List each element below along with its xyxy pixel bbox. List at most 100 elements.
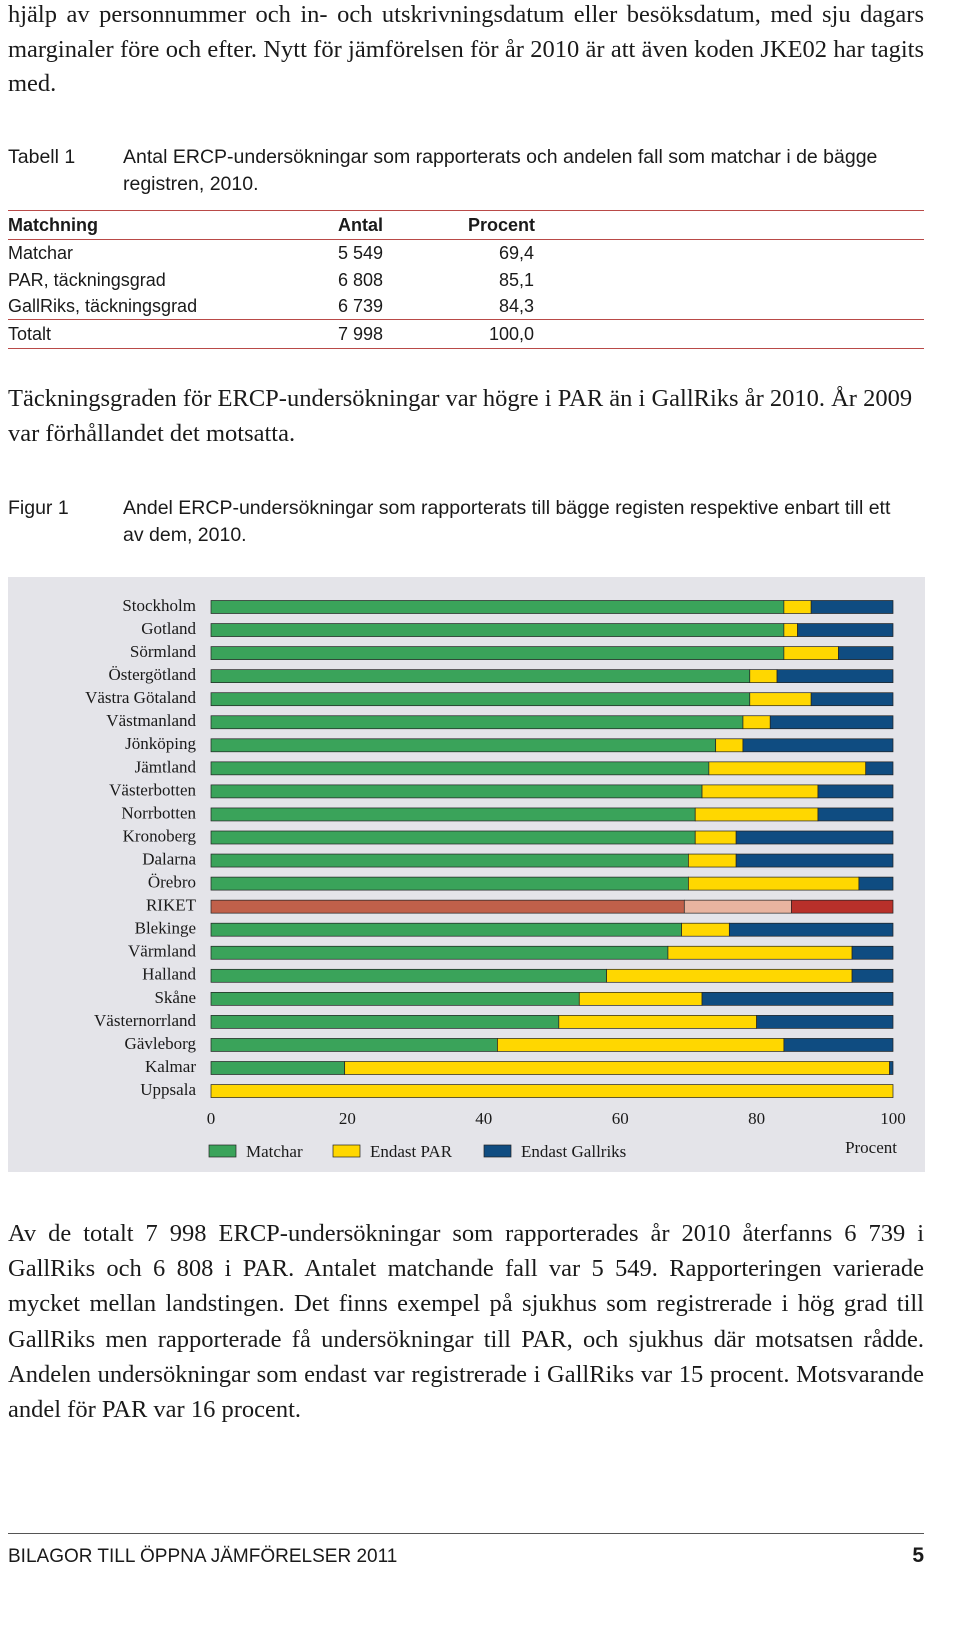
y-tick-label: Kronoberg bbox=[123, 826, 197, 845]
footer-title: BILAGOR TILL ÖPPNA JÄMFÖRELSER 2011 bbox=[8, 1546, 398, 1567]
bar-segment bbox=[694, 807, 819, 822]
table-caption: Antal ERCP-undersökningar som rapportera… bbox=[123, 146, 878, 195]
bar-segment bbox=[749, 669, 778, 684]
paragraph: Täckningsgraden för ERCP-undersökningar … bbox=[8, 385, 913, 447]
table-cell: 69,4 bbox=[498, 243, 534, 263]
bar-segment bbox=[838, 646, 894, 660]
bar-segment bbox=[210, 600, 785, 614]
bar-segment bbox=[210, 761, 710, 776]
footer-rule bbox=[8, 1533, 924, 1534]
bar-segment bbox=[210, 945, 669, 960]
table-cell: GallRiks, täckningsgrad bbox=[8, 296, 198, 316]
bar-segment bbox=[606, 968, 853, 983]
y-tick-label: RIKET bbox=[146, 896, 197, 915]
bar-segment bbox=[701, 992, 894, 1006]
bar-segment bbox=[715, 738, 744, 753]
bar-segment bbox=[210, 968, 607, 983]
table-header: Procent bbox=[468, 215, 536, 235]
bar-segment bbox=[810, 600, 894, 614]
bar-segment bbox=[210, 784, 703, 799]
bar-segment bbox=[810, 692, 894, 707]
y-tick-label: Västmanland bbox=[106, 711, 196, 730]
bar-segment bbox=[210, 830, 696, 845]
bar-segment bbox=[344, 1061, 890, 1075]
y-tick-label: Halland bbox=[142, 965, 196, 984]
bar-segment bbox=[210, 692, 751, 707]
x-axis-label: Procent bbox=[845, 1138, 897, 1157]
table-rule bbox=[8, 239, 924, 240]
table-cell: 7 998 bbox=[338, 324, 384, 344]
y-tick-label: Uppsala bbox=[140, 1080, 196, 1099]
bar-segment bbox=[210, 853, 689, 868]
bar-segment bbox=[210, 738, 717, 753]
table-cell: Matchar bbox=[8, 243, 74, 263]
bar-segment bbox=[783, 600, 812, 614]
bar-segment bbox=[683, 899, 792, 914]
bar-segment bbox=[783, 1038, 894, 1052]
table-header: Antal bbox=[338, 215, 383, 235]
bar-segment bbox=[210, 623, 785, 637]
bar-segment bbox=[558, 1015, 757, 1029]
table-rule bbox=[8, 319, 924, 320]
y-tick-label: Dalarna bbox=[142, 849, 196, 868]
table-header: Matchning bbox=[8, 215, 98, 235]
page-number: 5 bbox=[912, 1544, 924, 1567]
bar-segment bbox=[210, 899, 685, 914]
y-tick-label: Västerbotten bbox=[109, 780, 196, 799]
table-cell: PAR, täckningsgrad bbox=[8, 270, 166, 290]
bar-segment bbox=[210, 1038, 498, 1052]
legend-swatch bbox=[208, 1144, 237, 1158]
legend-label: Matchar bbox=[246, 1142, 303, 1161]
figure-label: Figur 1 bbox=[8, 497, 69, 519]
y-tick-label: Norrbotten bbox=[121, 803, 196, 822]
bar-segment bbox=[742, 738, 894, 753]
bar-segment bbox=[708, 761, 867, 776]
bar-segment bbox=[210, 1015, 560, 1029]
y-tick-label: Jämtland bbox=[135, 757, 197, 776]
bar-segment bbox=[817, 784, 894, 799]
bar-segment bbox=[791, 899, 894, 914]
legend-label: Endast PAR bbox=[370, 1142, 453, 1161]
legend-label: Endast Gallriks bbox=[521, 1142, 626, 1161]
x-tick-label: 100 bbox=[880, 1109, 906, 1128]
bar-segment bbox=[210, 1084, 894, 1098]
y-tick-label: Kalmar bbox=[145, 1057, 196, 1076]
bar-segment bbox=[728, 922, 894, 937]
bar-segment bbox=[210, 876, 689, 891]
x-tick-label: 0 bbox=[207, 1109, 216, 1128]
bar-segment bbox=[735, 853, 894, 868]
legend-swatch bbox=[332, 1144, 361, 1158]
table-cell: 85,1 bbox=[498, 270, 534, 290]
table-cell: 6 739 bbox=[338, 296, 384, 316]
table-cell: 6 808 bbox=[338, 270, 384, 290]
table-label: Tabell 1 bbox=[8, 146, 76, 168]
y-tick-label: Östergötland bbox=[108, 665, 196, 684]
y-tick-label: Gotland bbox=[141, 619, 196, 638]
x-tick-label: 20 bbox=[339, 1109, 356, 1128]
bar-segment bbox=[889, 1061, 894, 1075]
bar-segment bbox=[756, 1015, 894, 1029]
bar-segment bbox=[688, 853, 737, 868]
bar-segment bbox=[681, 922, 730, 937]
y-tick-label: Gävleborg bbox=[125, 1034, 197, 1053]
y-tick-label: Örebro bbox=[148, 873, 196, 892]
y-tick-label: Jönköping bbox=[125, 734, 196, 753]
bar-segment bbox=[210, 646, 785, 660]
table-cell: 5 549 bbox=[338, 243, 384, 263]
bar-segment bbox=[783, 623, 798, 637]
y-tick-label: Västra Götaland bbox=[85, 688, 196, 707]
bar-segment bbox=[742, 715, 771, 730]
x-tick-label: 60 bbox=[612, 1109, 629, 1128]
bar-segment bbox=[210, 922, 682, 937]
paragraph: Av de totalt 7 998 ERCP-undersökningar s… bbox=[8, 1220, 924, 1424]
y-tick-label: Sörmland bbox=[130, 642, 197, 661]
bar-segment bbox=[776, 669, 894, 684]
bar-segment bbox=[210, 669, 751, 684]
bar-segment bbox=[783, 646, 839, 660]
bar-segment bbox=[817, 807, 894, 822]
bar-segment bbox=[769, 715, 894, 730]
x-tick-label: 80 bbox=[748, 1109, 765, 1128]
table-cell: Totalt bbox=[8, 324, 52, 344]
y-tick-label: Skåne bbox=[154, 988, 196, 1007]
